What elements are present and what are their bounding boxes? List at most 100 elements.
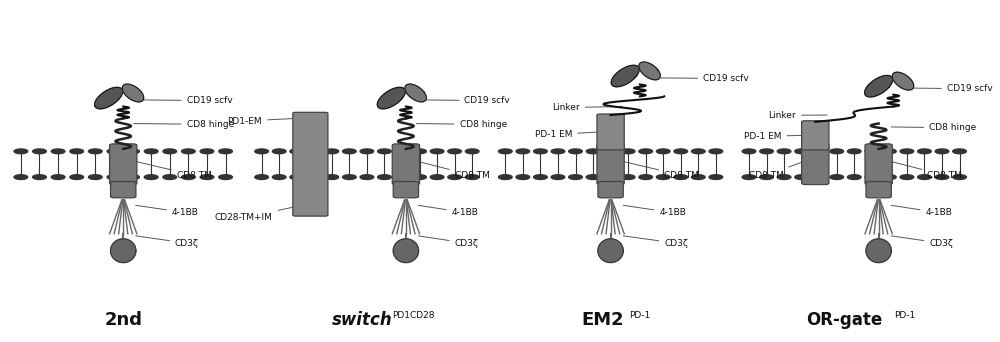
Circle shape bbox=[290, 149, 304, 154]
Circle shape bbox=[742, 149, 756, 154]
Circle shape bbox=[307, 175, 321, 180]
Circle shape bbox=[51, 175, 65, 180]
Circle shape bbox=[325, 175, 339, 180]
Text: CD3ζ: CD3ζ bbox=[136, 236, 199, 248]
Text: CD8 hinge: CD8 hinge bbox=[134, 120, 234, 129]
Polygon shape bbox=[611, 65, 639, 87]
Circle shape bbox=[343, 175, 356, 180]
Text: PD1-EM: PD1-EM bbox=[228, 117, 293, 126]
Circle shape bbox=[760, 175, 773, 180]
Circle shape bbox=[812, 175, 826, 180]
Circle shape bbox=[586, 175, 600, 180]
Circle shape bbox=[865, 175, 879, 180]
Circle shape bbox=[395, 175, 409, 180]
Circle shape bbox=[777, 149, 791, 154]
Circle shape bbox=[255, 175, 268, 180]
Circle shape bbox=[51, 149, 65, 154]
Circle shape bbox=[448, 175, 461, 180]
Circle shape bbox=[656, 175, 670, 180]
Text: CD19 scfv: CD19 scfv bbox=[414, 96, 510, 105]
Circle shape bbox=[378, 149, 391, 154]
FancyBboxPatch shape bbox=[597, 114, 624, 150]
Circle shape bbox=[900, 149, 914, 154]
Circle shape bbox=[88, 149, 102, 154]
Circle shape bbox=[691, 175, 705, 180]
Circle shape bbox=[14, 149, 28, 154]
Circle shape bbox=[498, 149, 512, 154]
Text: CD8 TM: CD8 TM bbox=[136, 161, 212, 180]
Circle shape bbox=[883, 175, 896, 180]
Polygon shape bbox=[892, 72, 914, 90]
Text: CD8 hinge: CD8 hinge bbox=[891, 123, 977, 132]
Text: 4-1BB: 4-1BB bbox=[891, 205, 952, 217]
Text: PD-1 EM: PD-1 EM bbox=[744, 132, 801, 141]
Circle shape bbox=[830, 175, 844, 180]
Circle shape bbox=[144, 175, 158, 180]
Text: 4-1BB: 4-1BB bbox=[136, 205, 199, 217]
FancyBboxPatch shape bbox=[865, 144, 892, 185]
Circle shape bbox=[760, 149, 773, 154]
Circle shape bbox=[742, 175, 756, 180]
Circle shape bbox=[200, 175, 214, 180]
Text: switch: switch bbox=[332, 311, 392, 329]
Text: CD3ζ: CD3ζ bbox=[418, 236, 478, 248]
Circle shape bbox=[272, 175, 286, 180]
Text: CD19 scfv: CD19 scfv bbox=[901, 84, 993, 93]
Circle shape bbox=[182, 175, 195, 180]
Circle shape bbox=[33, 175, 46, 180]
Circle shape bbox=[551, 149, 565, 154]
Polygon shape bbox=[95, 87, 123, 109]
Text: CD3ζ: CD3ζ bbox=[891, 236, 953, 248]
Text: 4-1BB: 4-1BB bbox=[418, 205, 479, 217]
Circle shape bbox=[621, 149, 635, 154]
Circle shape bbox=[70, 175, 84, 180]
Circle shape bbox=[107, 149, 121, 154]
Text: PD1CD28: PD1CD28 bbox=[392, 311, 435, 319]
FancyBboxPatch shape bbox=[392, 144, 420, 185]
Circle shape bbox=[883, 149, 896, 154]
Circle shape bbox=[534, 149, 547, 154]
Text: CD8 TM: CD8 TM bbox=[623, 161, 699, 180]
Circle shape bbox=[163, 175, 177, 180]
Circle shape bbox=[569, 175, 582, 180]
FancyBboxPatch shape bbox=[802, 121, 829, 150]
Polygon shape bbox=[111, 239, 136, 263]
Circle shape bbox=[200, 149, 214, 154]
FancyBboxPatch shape bbox=[802, 144, 829, 185]
Text: PD-1: PD-1 bbox=[894, 311, 916, 319]
Circle shape bbox=[918, 149, 931, 154]
Circle shape bbox=[378, 175, 391, 180]
Circle shape bbox=[516, 175, 530, 180]
Circle shape bbox=[14, 175, 28, 180]
Polygon shape bbox=[639, 62, 660, 80]
Circle shape bbox=[569, 149, 582, 154]
Circle shape bbox=[126, 175, 139, 180]
FancyBboxPatch shape bbox=[598, 182, 623, 198]
Text: Linker: Linker bbox=[552, 103, 622, 112]
Circle shape bbox=[88, 175, 102, 180]
Circle shape bbox=[465, 175, 479, 180]
Circle shape bbox=[691, 149, 705, 154]
Circle shape bbox=[830, 149, 844, 154]
Polygon shape bbox=[598, 239, 623, 263]
FancyBboxPatch shape bbox=[110, 144, 137, 185]
Circle shape bbox=[33, 149, 46, 154]
Text: OR-gate: OR-gate bbox=[806, 311, 883, 329]
Circle shape bbox=[343, 149, 356, 154]
Circle shape bbox=[935, 175, 949, 180]
Circle shape bbox=[107, 175, 121, 180]
Circle shape bbox=[307, 149, 321, 154]
Circle shape bbox=[777, 175, 791, 180]
Text: CD3ζ: CD3ζ bbox=[623, 236, 688, 248]
FancyBboxPatch shape bbox=[866, 182, 891, 198]
Circle shape bbox=[516, 149, 530, 154]
Circle shape bbox=[656, 149, 670, 154]
Circle shape bbox=[360, 149, 374, 154]
FancyBboxPatch shape bbox=[111, 182, 136, 198]
Text: CD8 TM: CD8 TM bbox=[891, 161, 962, 180]
Text: EM2: EM2 bbox=[581, 311, 624, 329]
FancyBboxPatch shape bbox=[393, 182, 419, 198]
Circle shape bbox=[498, 175, 512, 180]
Circle shape bbox=[795, 175, 808, 180]
Circle shape bbox=[255, 149, 268, 154]
